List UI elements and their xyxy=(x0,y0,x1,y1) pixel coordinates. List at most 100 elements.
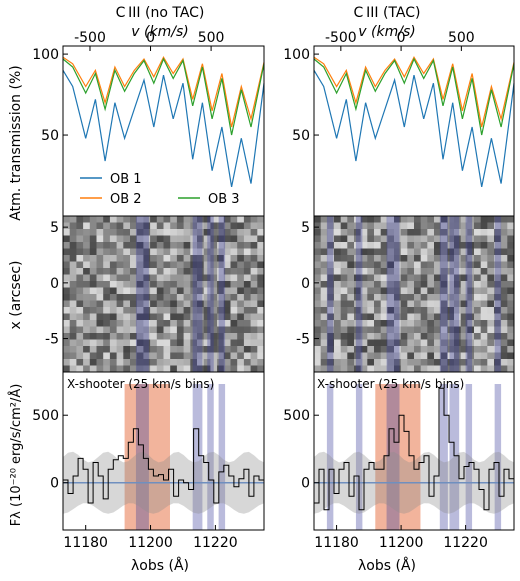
left-image-pixel xyxy=(123,326,131,334)
right-image-pixel xyxy=(500,268,508,275)
left-image-pixel xyxy=(243,359,251,366)
left-image-pixel xyxy=(176,255,184,262)
right-image-pixel xyxy=(460,255,468,262)
left-image-pixel xyxy=(156,274,164,282)
left-image-pixel xyxy=(63,229,71,236)
left-image-pixel xyxy=(183,294,191,301)
left-flux-ytick-label: 0 xyxy=(50,476,59,492)
left-image-pixel xyxy=(203,274,211,282)
right-image-pixel xyxy=(454,313,462,321)
right-image-pixel xyxy=(460,261,468,269)
left-image-pixel xyxy=(197,339,205,347)
right-image-pixel xyxy=(440,216,448,223)
left-image-pixel xyxy=(143,261,151,269)
right-sky-band xyxy=(439,384,448,530)
right-image-pixel xyxy=(407,229,415,236)
right-image-pixel xyxy=(327,255,335,262)
left-image-pixel xyxy=(257,216,265,223)
right-image-pixel xyxy=(500,229,508,236)
left-image-pixel xyxy=(69,313,77,321)
right-image-pixel xyxy=(440,242,448,249)
left-image-pixel xyxy=(197,268,205,275)
right-image-pixel xyxy=(340,222,348,230)
right-image-pixel xyxy=(400,242,408,249)
left-image-pixel xyxy=(217,346,225,353)
right-image-pixel xyxy=(507,307,515,314)
right-image-pixel xyxy=(487,352,495,360)
right-image-pixel xyxy=(414,359,422,366)
right-image-pixel xyxy=(487,365,495,373)
right-image-pixel xyxy=(400,320,408,327)
left-image-ytick-label: -5 xyxy=(45,332,59,348)
left-image-pixel xyxy=(109,268,117,275)
right-image-pixel xyxy=(387,333,395,340)
left-image-pixel xyxy=(109,359,117,366)
left-image-pixel xyxy=(237,229,245,236)
right-image-pixel xyxy=(460,229,468,236)
left-image-pixel xyxy=(243,255,251,262)
right-image-pixel xyxy=(360,339,368,347)
right-image-pixel xyxy=(374,307,382,314)
left-image-pixel xyxy=(89,242,97,249)
right-image-pixel xyxy=(440,300,448,308)
left-image-pixel xyxy=(163,242,171,249)
left-image-pixel xyxy=(156,235,164,243)
right-image-pixel xyxy=(360,242,368,249)
right-image-pixel xyxy=(460,235,468,243)
right-image-pixel xyxy=(400,339,408,347)
right-image-pixel xyxy=(414,339,422,347)
left-image-pixel xyxy=(136,287,144,295)
right-image-pixel xyxy=(447,352,455,360)
left-image-pixel xyxy=(190,359,198,366)
left-wavelength-tick-label: 11220 xyxy=(193,535,238,551)
left-image-pixel xyxy=(143,320,151,327)
left-image-pixel xyxy=(237,326,245,334)
left-image-pixel xyxy=(83,235,91,243)
right-image-pixel xyxy=(327,313,335,321)
left-image-pixel xyxy=(143,326,151,334)
right-image-pixel xyxy=(474,281,482,288)
right-image-pixel xyxy=(407,216,415,223)
right-image-pixel xyxy=(380,281,388,288)
right-image-pixel xyxy=(480,216,488,223)
right-image-pixel xyxy=(327,359,335,366)
right-image-pixel xyxy=(400,287,408,295)
right-image-pixel xyxy=(327,281,335,288)
left-image-pixel xyxy=(69,261,77,269)
right-image-pixel xyxy=(320,326,328,334)
right-image-pixel xyxy=(414,255,422,262)
right-image-pixel xyxy=(314,346,322,353)
right-image-pixel xyxy=(334,281,342,288)
right-image-pixel xyxy=(347,346,355,353)
right-image-pixel xyxy=(394,255,402,262)
left-image-pixel xyxy=(123,294,131,301)
left-image-pixel xyxy=(76,294,84,301)
left-image-pixel xyxy=(183,326,191,334)
right-image-pixel xyxy=(360,365,368,373)
right-image-pixel xyxy=(494,248,502,256)
right-image-pixel xyxy=(434,313,442,321)
left-image-pixel xyxy=(183,261,191,269)
right-image-pixel xyxy=(380,222,388,230)
left-image-pixel xyxy=(203,281,211,288)
right-image-pixel xyxy=(407,242,415,249)
right-image-pixel xyxy=(440,222,448,230)
right-image-pixel xyxy=(407,359,415,366)
right-image-pixel xyxy=(334,274,342,282)
left-image-pixel xyxy=(96,359,104,366)
right-image-pixel xyxy=(354,339,362,347)
legend-label-3: OB 3 xyxy=(208,192,240,207)
legend-label-1: OB 1 xyxy=(110,172,142,187)
left-image-pixel xyxy=(69,235,77,243)
left-image-pixel xyxy=(203,352,211,360)
left-image-pixel xyxy=(210,235,218,243)
left-image-pixel xyxy=(83,365,91,373)
right-image-pixel xyxy=(494,346,502,353)
right-image-pixel xyxy=(374,333,382,340)
left-image-pixel xyxy=(230,326,238,334)
right-image-pixel xyxy=(427,235,435,243)
left-image-pixel xyxy=(230,333,238,340)
left-image-pixel xyxy=(76,255,84,262)
left-image-pixel xyxy=(210,352,218,360)
left-image-pixel xyxy=(83,242,91,249)
